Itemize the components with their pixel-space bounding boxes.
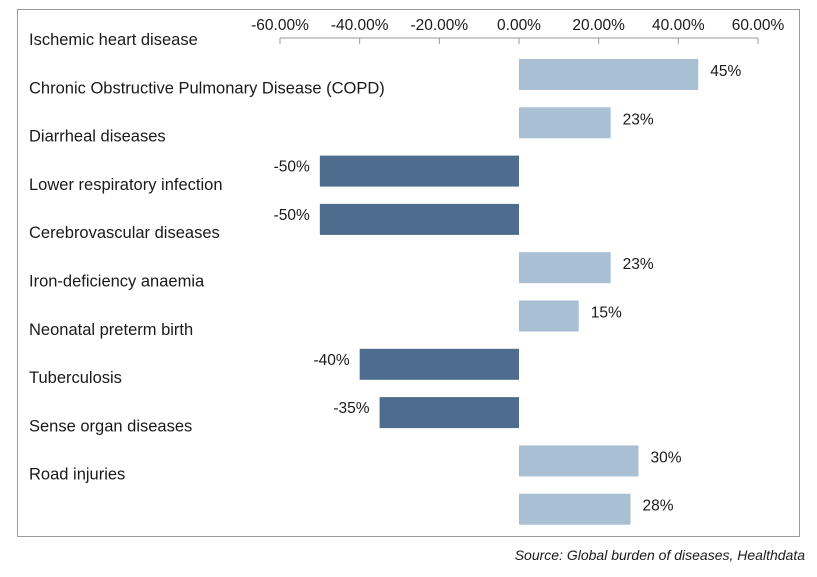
x-tick-label: -60.00% xyxy=(251,17,309,34)
x-tick-label: 60.00% xyxy=(732,17,785,34)
data-label: -35% xyxy=(333,400,369,417)
data-label: 45% xyxy=(710,63,741,80)
bar xyxy=(519,445,639,477)
chart-frame: -60.00% -40.00% -20.00% 0.00% 20.00% 40.00% 60… xyxy=(17,9,800,537)
category-label: Cerebrovascular diseases xyxy=(29,224,220,242)
x-tick-label: -40.00% xyxy=(331,17,389,34)
source-note: Source: Global burden of diseases, Healt… xyxy=(514,547,805,563)
data-label: 23% xyxy=(623,256,654,273)
x-tick-label: -20.00% xyxy=(410,17,468,34)
data-label: 28% xyxy=(643,498,674,515)
category-label: Tuberculosis xyxy=(29,369,122,387)
data-label: 15% xyxy=(591,305,622,322)
bar xyxy=(519,300,579,332)
bar xyxy=(519,252,611,284)
bar xyxy=(519,59,699,90)
x-tick-label: 40.00% xyxy=(652,17,705,34)
data-label: -50% xyxy=(274,159,310,176)
category-label: Lower respiratory infection xyxy=(29,176,223,194)
x-tick-label: 0.00% xyxy=(497,17,541,34)
category-label: Road injuries xyxy=(29,466,125,484)
bar xyxy=(519,493,631,525)
category-label: Sense organ diseases xyxy=(29,417,192,435)
bar xyxy=(359,348,519,380)
bar xyxy=(379,397,519,429)
category-label: Iron-deficiency anaemia xyxy=(29,273,205,291)
bar-chart: -60.00% -40.00% -20.00% 0.00% 20.00% 40.00% 60… xyxy=(29,17,785,525)
category-label: Diarrheal diseases xyxy=(29,128,166,146)
bar xyxy=(319,203,519,235)
category-label: Ischemic heart disease xyxy=(29,31,198,49)
data-label: -40% xyxy=(313,352,349,369)
data-label: 23% xyxy=(623,111,654,128)
category-label: Neonatal preterm birth xyxy=(29,321,193,339)
bar xyxy=(519,107,611,139)
data-label: -50% xyxy=(274,207,310,224)
category-label: Chronic Obstructive Pulmonary Disease (C… xyxy=(29,79,385,97)
data-label: 30% xyxy=(651,449,682,466)
x-tick-label: 20.00% xyxy=(572,17,625,34)
bar xyxy=(319,155,519,187)
